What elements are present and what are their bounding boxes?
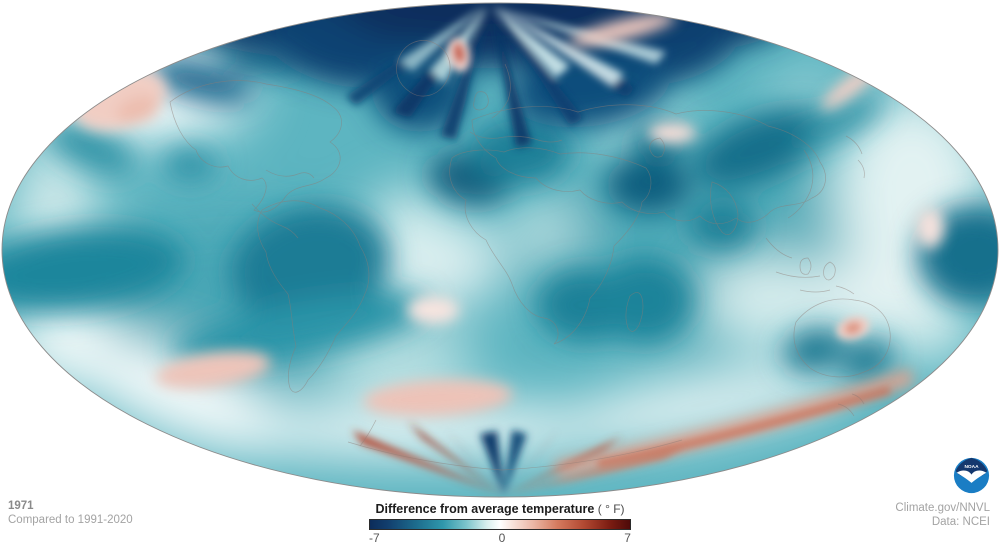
legend: Difference from average temperature ( ° …	[369, 502, 631, 545]
year-label: 1971	[8, 500, 34, 512]
credits: Climate.gov/NNVL Data: NCEI	[895, 502, 990, 530]
colorbar-ticks: -7 0 7	[369, 531, 631, 545]
credit-source: Climate.gov/NNVL	[895, 502, 990, 514]
legend-title: Difference from average temperature ( ° …	[369, 502, 631, 516]
tick-max: 7	[624, 531, 631, 545]
map-border	[1, 2, 999, 498]
baseline-label: Compared to 1991-2020	[8, 513, 133, 526]
legend-unit: ( ° F)	[597, 502, 625, 516]
noaa-logo-text: NOAA	[964, 464, 979, 470]
coastlines	[169, 40, 891, 471]
tick-mid: 0	[498, 531, 506, 545]
credit-data: Data: NCEI	[931, 515, 990, 528]
colorbar	[369, 519, 631, 530]
noaa-logo-icon: NOAA	[953, 457, 990, 494]
tick-min: -7	[369, 531, 380, 545]
map-caption: 1971 Compared to 1991-2020	[8, 500, 133, 528]
legend-title-text: Difference from average temperature	[375, 502, 595, 516]
